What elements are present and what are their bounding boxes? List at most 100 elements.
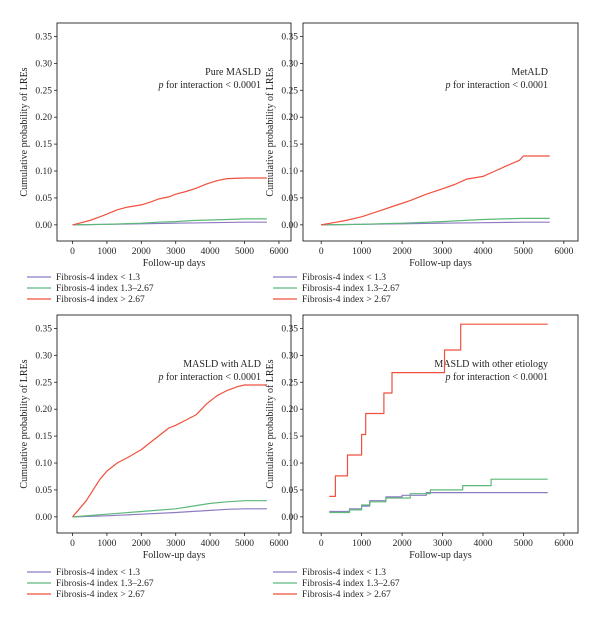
y-tick-label: 0.15 bbox=[35, 432, 52, 442]
x-tick-label: 5000 bbox=[235, 539, 254, 549]
p-interaction-label: p for interaction < 0.0001 bbox=[157, 80, 261, 91]
legend-label: Fibrosis-4 index > 2.67 bbox=[302, 590, 391, 600]
p-symbol: p bbox=[444, 80, 450, 91]
p-symbol: p bbox=[444, 372, 450, 383]
panel-4: 0.00 0.05 0.10 0.15 0.20 0.25 0.30 0.35 0 1000 200… bbox=[265, 314, 579, 600]
y-tick-label: 0.05 bbox=[281, 194, 298, 204]
x-tick-label: 4000 bbox=[201, 539, 220, 549]
x-tick-label: 2000 bbox=[132, 247, 151, 257]
y-tick-label: 0.35 bbox=[281, 324, 298, 334]
p-interaction-label: p for interaction < 0.0001 bbox=[444, 372, 548, 383]
y-tick-label: 0.15 bbox=[281, 140, 298, 150]
panel-1: 0.00 0.05 0.10 0.15 0.20 0.25 0.30 0.35 0 1000 200… bbox=[19, 22, 292, 305]
y-tick-label: 0.35 bbox=[35, 324, 52, 334]
y-tick-label: 0.00 bbox=[281, 221, 298, 231]
plot-frame bbox=[56, 22, 292, 242]
x-tick-label: 0 bbox=[319, 247, 324, 257]
subgroup-label: Pure MASLD bbox=[205, 67, 261, 78]
p-interaction-label: p for interaction < 0.0001 bbox=[157, 372, 261, 383]
x-axis-label: Follow-up days bbox=[143, 550, 206, 561]
x-tick-label: 0 bbox=[70, 539, 75, 549]
x-tick-label: 2000 bbox=[132, 539, 151, 549]
x-tick-label: 6000 bbox=[269, 539, 288, 549]
series-line-high bbox=[321, 155, 550, 226]
legend-label: Fibrosis-4 index 1.3–2.67 bbox=[56, 284, 154, 294]
p-text: for interaction < 0.0001 bbox=[163, 80, 261, 91]
legend-label: Fibrosis-4 index > 2.67 bbox=[302, 295, 391, 305]
y-tick-label: 0.20 bbox=[35, 113, 52, 123]
x-tick-label: 1000 bbox=[97, 247, 116, 257]
x-tick-label: 1000 bbox=[352, 247, 371, 257]
y-tick-label: 0.10 bbox=[281, 459, 298, 469]
series-line-mid bbox=[72, 218, 267, 226]
plot-frame bbox=[302, 314, 579, 534]
y-tick-label: 0.25 bbox=[281, 378, 298, 388]
series-line-mid bbox=[329, 478, 548, 514]
x-axis-label: Follow-up days bbox=[409, 550, 472, 561]
plot-frame bbox=[302, 22, 579, 242]
x-tick-label: 1000 bbox=[352, 539, 371, 549]
series-line-mid bbox=[72, 500, 267, 518]
p-symbol: p bbox=[157, 80, 163, 91]
legend-label: Fibrosis-4 index < 1.3 bbox=[56, 273, 140, 283]
y-axis-label: Cumulative probability of LREs bbox=[19, 67, 30, 196]
plot-frame bbox=[56, 314, 292, 534]
y-tick-label: 0.00 bbox=[35, 513, 52, 523]
legend-label: Fibrosis-4 index < 1.3 bbox=[56, 568, 140, 578]
x-tick-label: 3000 bbox=[166, 247, 185, 257]
series-line-high bbox=[72, 177, 267, 226]
y-axis-label: Cumulative probability of LREs bbox=[265, 67, 276, 196]
series-line-high bbox=[72, 384, 267, 518]
p-text: for interaction < 0.0001 bbox=[450, 80, 548, 91]
y-tick-label: 0.10 bbox=[35, 459, 52, 469]
y-tick-label: 0.20 bbox=[281, 113, 298, 123]
x-tick-label: 6000 bbox=[554, 539, 573, 549]
x-tick-label: 5000 bbox=[235, 247, 254, 257]
subgroup-label: MetALD bbox=[511, 67, 548, 78]
y-tick-label: 0.30 bbox=[281, 351, 298, 361]
y-tick-label: 0.25 bbox=[35, 378, 52, 388]
subgroup-label: MASLD with ALD bbox=[183, 359, 261, 370]
x-tick-label: 2000 bbox=[393, 247, 412, 257]
p-symbol: p bbox=[157, 372, 163, 383]
legend-label: Fibrosis-4 index > 2.67 bbox=[56, 590, 145, 600]
y-tick-label: 0.10 bbox=[281, 167, 298, 177]
x-tick-label: 3000 bbox=[166, 539, 185, 549]
x-tick-label: 4000 bbox=[473, 539, 492, 549]
series-line-mid bbox=[321, 217, 550, 226]
legend-label: Fibrosis-4 index < 1.3 bbox=[302, 568, 386, 578]
series-line-low bbox=[329, 492, 548, 513]
x-tick-label: 4000 bbox=[201, 247, 220, 257]
series-line-high bbox=[329, 323, 548, 497]
x-tick-label: 6000 bbox=[269, 247, 288, 257]
y-axis-label: Cumulative probability of LREs bbox=[19, 359, 30, 488]
y-tick-label: 0.15 bbox=[35, 140, 52, 150]
x-tick-label: 5000 bbox=[514, 539, 533, 549]
y-tick-label: 0.15 bbox=[281, 432, 298, 442]
p-text: for interaction < 0.0001 bbox=[450, 372, 548, 383]
x-tick-label: 2000 bbox=[393, 539, 412, 549]
legend-label: Fibrosis-4 index 1.3–2.67 bbox=[56, 579, 154, 589]
panel-3: 0.00 0.05 0.10 0.15 0.20 0.25 0.30 0.35 0 1000 200… bbox=[19, 314, 292, 600]
y-tick-label: 0.00 bbox=[35, 221, 52, 231]
x-tick-label: 6000 bbox=[554, 247, 573, 257]
y-axis-label: Cumulative probability of LREs bbox=[265, 359, 276, 488]
x-axis-label: Follow-up days bbox=[409, 258, 472, 269]
y-tick-label: 0.10 bbox=[35, 167, 52, 177]
x-tick-label: 3000 bbox=[433, 247, 452, 257]
legend-label: Fibrosis-4 index 1.3–2.67 bbox=[302, 579, 400, 589]
y-tick-label: 0.25 bbox=[281, 86, 298, 96]
p-interaction-label: p for interaction < 0.0001 bbox=[444, 80, 548, 91]
y-tick-label: 0.20 bbox=[281, 405, 298, 415]
p-text: for interaction < 0.0001 bbox=[163, 372, 261, 383]
y-tick-label: 0.20 bbox=[35, 405, 52, 415]
subgroup-label: MASLD with other etiology bbox=[434, 359, 548, 370]
x-tick-label: 0 bbox=[70, 247, 75, 257]
series-line-low bbox=[72, 508, 267, 518]
x-tick-label: 3000 bbox=[433, 539, 452, 549]
x-tick-label: 1000 bbox=[97, 539, 116, 549]
panel-2: 0.00 0.05 0.10 0.15 0.20 0.25 0.30 0.35 0 1000 200… bbox=[265, 22, 579, 305]
x-tick-label: 0 bbox=[319, 539, 324, 549]
